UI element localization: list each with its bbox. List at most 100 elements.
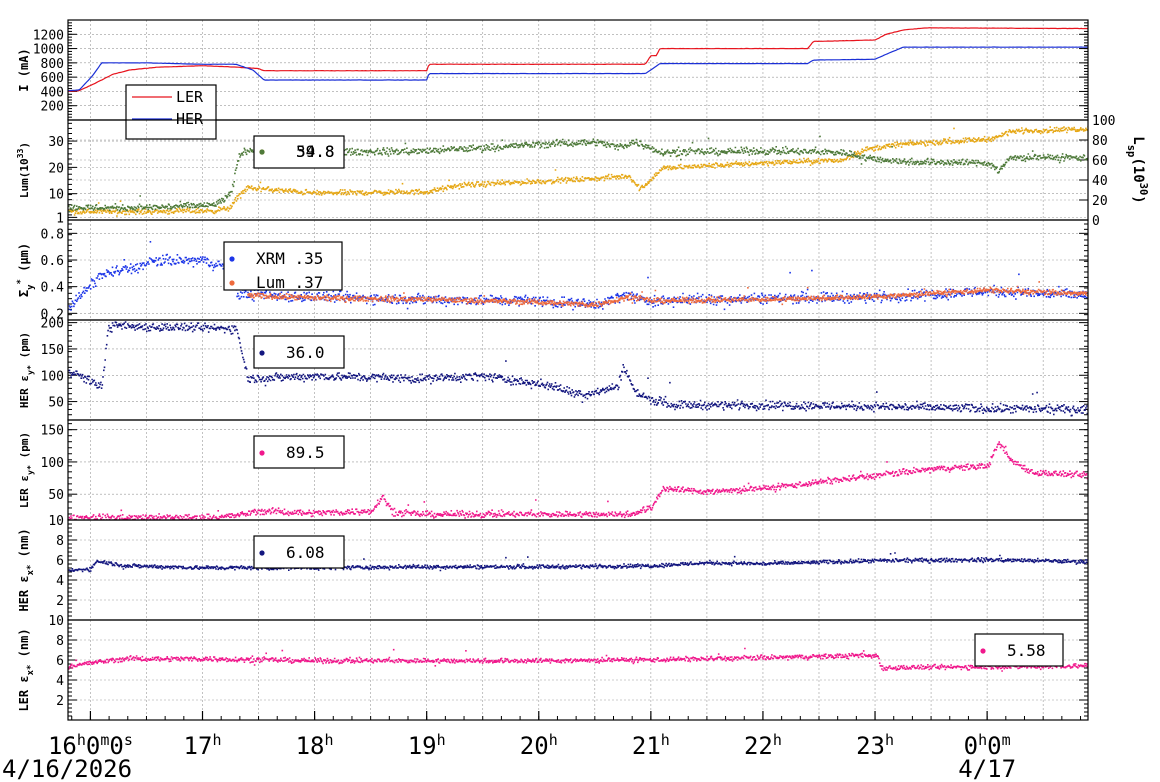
y2-axis-label: Lsp(1030) bbox=[1125, 136, 1149, 203]
ytick-label: 4 bbox=[56, 574, 64, 589]
xtick-label: 23h bbox=[856, 731, 894, 760]
legend-ler-eps-y: 89.5 bbox=[253, 435, 345, 469]
y-axis-label: I (mA) bbox=[17, 48, 31, 91]
ytick-label: 0.2 bbox=[41, 307, 64, 322]
series-points bbox=[68, 647, 1088, 672]
panel-sigma: 0.2 0.4 0.6 0.8 Σy* (μm) XRM .35 Lum .37 bbox=[16, 219, 1089, 322]
y2tick-label: 20 bbox=[1092, 194, 1108, 209]
legend-label: 36.0 bbox=[286, 343, 325, 362]
plot-area-luminosity bbox=[68, 125, 1088, 217]
ytick-label: 800 bbox=[41, 57, 64, 72]
ytick-label: 20 bbox=[48, 161, 64, 176]
ytick-label: 30 bbox=[48, 135, 64, 150]
legend-label: LER bbox=[176, 88, 204, 106]
grid-her-eps-y bbox=[68, 320, 1088, 420]
ytick-label: 100 bbox=[41, 456, 64, 471]
xtick-label: 17h bbox=[184, 731, 222, 760]
ytick-label: 200 bbox=[41, 317, 64, 332]
legend-label: 5.58 bbox=[1007, 641, 1046, 660]
legend-label: Lum .37 bbox=[256, 273, 323, 292]
axis-ticks-current bbox=[68, 19, 1088, 121]
x-date-label: 4/16/2026 bbox=[2, 755, 132, 782]
ytick-label: 0.6 bbox=[41, 254, 64, 269]
ytick-label: 0.4 bbox=[41, 281, 65, 296]
series-points bbox=[68, 125, 1088, 217]
series-points bbox=[68, 552, 1088, 573]
ytick-label: 2 bbox=[56, 594, 64, 609]
ytick-label: 150 bbox=[41, 343, 64, 358]
series-points bbox=[68, 241, 1088, 311]
y-axis-label: LER εy* (pm) bbox=[18, 432, 35, 508]
legend-label: 59.8 bbox=[296, 142, 335, 161]
legend-label: 6.08 bbox=[286, 543, 325, 562]
y2tick-label: 40 bbox=[1092, 174, 1108, 189]
ytick-label: 10 bbox=[48, 514, 64, 529]
grid-current bbox=[68, 20, 1088, 120]
legend-current: LER HER bbox=[125, 84, 217, 140]
y2tick-label: 0 bbox=[1092, 214, 1100, 229]
series-line bbox=[68, 46, 1088, 92]
plot-area-current bbox=[68, 27, 1088, 92]
axis-ticks-her-eps-x bbox=[68, 523, 1088, 621]
xtick-label: 21h bbox=[632, 731, 670, 760]
ytick-label: 10 bbox=[48, 188, 64, 203]
panel-her-eps-y: 50 100 150 200 HER εy* (pm) 36.0 bbox=[18, 317, 1089, 421]
grid-ler-eps-x bbox=[68, 620, 1088, 720]
ytick-label: 1 bbox=[56, 211, 64, 226]
xtick-label: 18h bbox=[296, 731, 334, 760]
legend-label: HER bbox=[176, 110, 204, 128]
x-axis: 16h0m0s 17h 18h 19h 20h 21h 22h 23h 0h0m 4/16/202… bbox=[2, 711, 1082, 782]
plot-area-ler-eps-y bbox=[68, 441, 1088, 520]
legend-sigma: XRM .35 Lum .37 bbox=[223, 241, 343, 292]
ytick-label: 8 bbox=[56, 534, 64, 549]
ytick-label: 1200 bbox=[33, 28, 64, 43]
ytick-label: 200 bbox=[41, 100, 64, 115]
xtick-label: 22h bbox=[744, 731, 782, 760]
ytick-label: 8 bbox=[56, 634, 64, 649]
ytick-label: 100 bbox=[41, 369, 64, 384]
panel-ler-eps-y: 10 50 100 150 LER εy* (pm) 89.5 bbox=[18, 419, 1089, 529]
series-points bbox=[241, 249, 1088, 308]
y-axis-label: Σy* (μm) bbox=[16, 243, 36, 297]
legend-ler-eps-x: 5.58 bbox=[974, 633, 1064, 667]
x-date-label: 4/17 bbox=[958, 755, 1016, 782]
grid-ler-eps-y bbox=[68, 420, 1088, 520]
y-axis-label: LER εx* (nm) bbox=[17, 628, 36, 711]
ytick-label: 1000 bbox=[33, 43, 64, 58]
plot-area-ler-eps-x bbox=[68, 647, 1088, 672]
series-points bbox=[68, 321, 1088, 417]
plot-area-sigma bbox=[68, 241, 1088, 311]
plot-area-her-eps-y bbox=[68, 321, 1088, 417]
y-axis-label: HER εy* (pm) bbox=[18, 332, 35, 408]
xtick-label: 16h0m0s bbox=[48, 731, 133, 760]
y2tick-label: 100 bbox=[1092, 114, 1115, 129]
ytick-label: 4 bbox=[56, 674, 64, 689]
xtick-label: 19h bbox=[408, 731, 446, 760]
y-axis-label: HER εx* (nm) bbox=[17, 528, 36, 611]
axis-ticks-ler-eps-y bbox=[68, 423, 1088, 521]
panel-frame bbox=[67, 519, 1089, 621]
ytick-label: 0.8 bbox=[41, 227, 64, 242]
grid-luminosity bbox=[68, 120, 1088, 220]
panel-ler-eps-x: 2 4 6 8 10 LER εx* (nm) 5.58 bbox=[17, 614, 1089, 721]
panel-frame bbox=[67, 19, 1089, 121]
panel-frame bbox=[67, 619, 1089, 721]
ytick-label: 6 bbox=[56, 554, 64, 569]
legend-label: 89.5 bbox=[286, 443, 325, 462]
plot-area-her-eps-x bbox=[68, 552, 1088, 573]
ytick-label: 400 bbox=[41, 85, 64, 100]
legend-label: XRM .35 bbox=[256, 249, 323, 268]
legend-her-eps-x: 6.08 bbox=[253, 535, 345, 569]
panel-her-eps-x: 2 4 6 8 HER εx* (nm) 6.08 bbox=[17, 519, 1089, 621]
xtick-label: 0h0m bbox=[964, 731, 1011, 760]
y-axis-label: Lum(1033) bbox=[15, 142, 31, 198]
xtick-label: 20h bbox=[520, 731, 558, 760]
ytick-label: 600 bbox=[41, 71, 64, 86]
legend-label: 34.8 bbox=[296, 142, 335, 161]
ytick-label: 50 bbox=[48, 396, 64, 411]
series-points bbox=[68, 441, 1088, 520]
y2tick-label: 80 bbox=[1092, 134, 1108, 149]
panel-frame bbox=[67, 119, 1089, 221]
